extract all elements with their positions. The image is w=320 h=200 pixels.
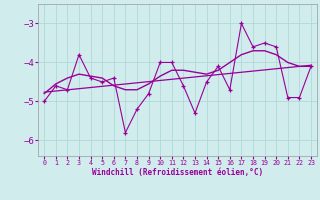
X-axis label: Windchill (Refroidissement éolien,°C): Windchill (Refroidissement éolien,°C) xyxy=(92,168,263,177)
